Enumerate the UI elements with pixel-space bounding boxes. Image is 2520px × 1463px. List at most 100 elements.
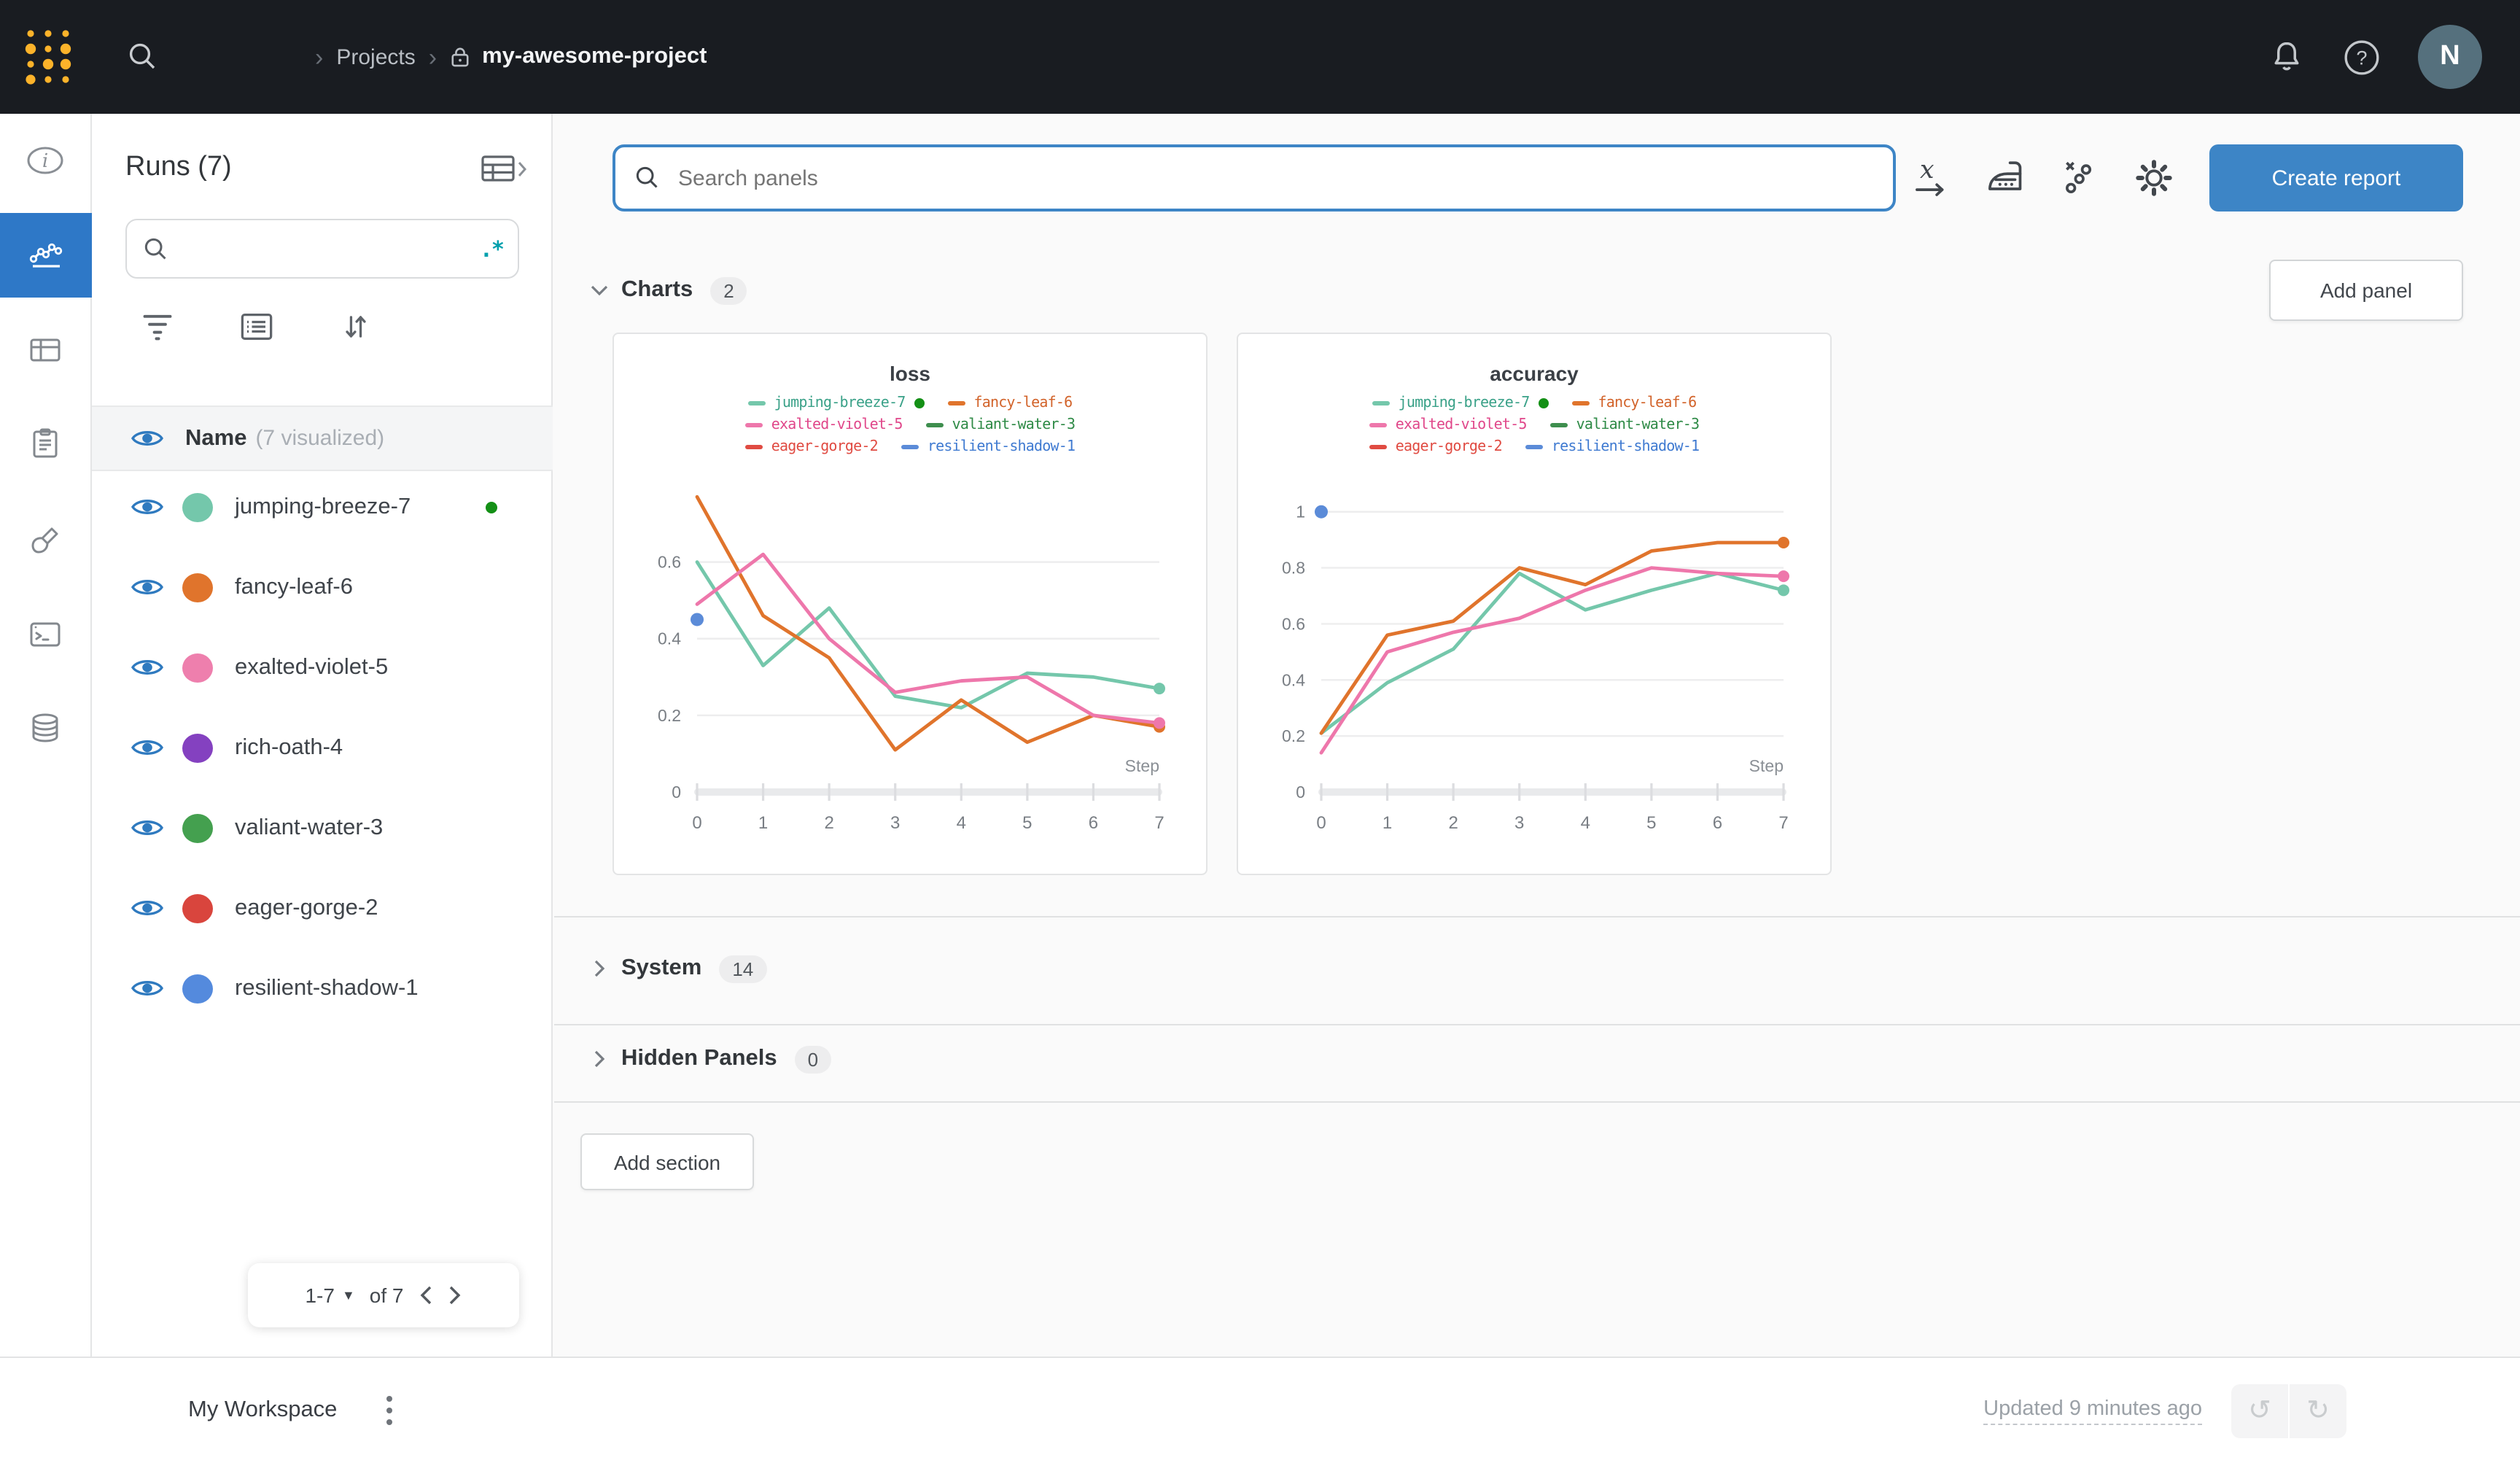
add-panel-button[interactable]: Add panel	[2269, 260, 2463, 321]
page-range[interactable]: 1-7	[305, 1284, 335, 1307]
legend-item-exalted-violet-5[interactable]: exalted-violet-5	[744, 417, 903, 433]
legend-item-eager-gorge-2[interactable]: eager-gorge-2	[744, 439, 879, 455]
x-axis-settings-icon[interactable]: x	[1912, 156, 1956, 200]
search-icon[interactable]	[125, 39, 160, 74]
visibility-eye-icon[interactable]	[131, 656, 163, 678]
smoothing-iron-icon[interactable]	[1985, 156, 2029, 200]
legend-item-fancy-leaf-6[interactable]: fancy-leaf-6	[947, 395, 1073, 411]
visibility-eye-icon[interactable]	[131, 897, 163, 919]
svg-text:0: 0	[1296, 783, 1305, 802]
svg-text:x: x	[1920, 156, 1934, 185]
legend-item-jumping-breeze-7[interactable]: jumping-breeze-7	[1372, 395, 1549, 411]
chevron-down-icon[interactable]	[589, 284, 610, 296]
overview-info-icon[interactable]: i	[0, 144, 90, 176]
panel-search-input[interactable]	[675, 164, 1875, 192]
run-row[interactable]: fancy-leaf-6	[92, 547, 553, 627]
legend-run-name: valiant-water-3	[952, 417, 1076, 433]
run-name[interactable]: valiant-water-3	[235, 815, 384, 839]
visibility-eye-icon[interactable]	[131, 576, 163, 598]
charts-section-header[interactable]: Charts 2	[554, 260, 2520, 321]
run-name[interactable]: resilient-shadow-1	[235, 975, 419, 1000]
undo-icon[interactable]: ↺	[2231, 1384, 2288, 1437]
visibility-eye-icon[interactable]	[131, 817, 163, 839]
visibility-eye-icon[interactable]	[131, 496, 163, 518]
svg-text:6: 6	[1713, 813, 1722, 833]
sweeps-broom-icon[interactable]	[0, 524, 90, 559]
updated-timestamp: Updated 9 minutes ago	[1983, 1397, 2202, 1424]
svg-text:3: 3	[890, 813, 900, 833]
next-page-icon[interactable]	[448, 1285, 462, 1305]
section-label: System	[621, 955, 702, 980]
expand-runs-table-icon[interactable]	[481, 155, 531, 184]
run-row[interactable]: jumping-breeze-7	[92, 467, 553, 547]
run-name[interactable]: rich-oath-4	[235, 734, 343, 759]
hidden-panels-section-header[interactable]: Hidden Panels 0	[554, 1028, 2520, 1090]
system-section-header[interactable]: System 14	[554, 938, 2520, 999]
run-name[interactable]: fancy-leaf-6	[235, 574, 353, 599]
panel-search-box	[612, 144, 1896, 212]
visibility-eye-icon[interactable]	[131, 427, 163, 449]
caret-down-icon[interactable]: ▼	[341, 1288, 355, 1303]
filter-icon[interactable]	[140, 309, 175, 344]
chart-panel-loss[interactable]: loss jumping-breeze-7 fancy-leaf-6 exalted…	[612, 333, 1208, 875]
artifacts-database-icon[interactable]	[0, 710, 90, 745]
sort-icon[interactable]	[338, 309, 373, 344]
legend-swatch	[1369, 444, 1387, 450]
legend-item-valiant-water-3[interactable]: valiant-water-3	[925, 417, 1076, 433]
run-name[interactable]: eager-gorge-2	[235, 895, 378, 920]
accuracy-line-chart[interactable]: 0 0.2 0.4 0.6 0.8 1 0 1 2 3 4 5 6 7 Step	[1238, 464, 1830, 846]
chevron-right-icon: ›	[428, 43, 438, 71]
visibility-eye-icon[interactable]	[131, 977, 163, 999]
settings-gear-icon[interactable]	[2132, 156, 2176, 200]
legend-item-fancy-leaf-6[interactable]: fancy-leaf-6	[1571, 395, 1697, 411]
legend-item-resilient-shadow-1[interactable]: resilient-shadow-1	[1525, 439, 1700, 455]
visibility-eye-icon[interactable]	[131, 737, 163, 758]
run-row[interactable]: rich-oath-4	[92, 707, 553, 788]
legend-item-valiant-water-3[interactable]: valiant-water-3	[1549, 417, 1700, 433]
chevron-right-icon: ›	[315, 43, 324, 71]
breadcrumb-project-name[interactable]: my-awesome-project	[482, 44, 707, 69]
notifications-bell-icon[interactable]	[2268, 38, 2306, 76]
run-row[interactable]: valiant-water-3	[92, 788, 553, 868]
create-report-button[interactable]: Create report	[2209, 144, 2463, 212]
chevron-right-icon[interactable]	[589, 960, 610, 977]
loss-line-chart[interactable]: 0 0.2 0.4 0.6 0 1 2 3 4 5 6 7 Step	[614, 464, 1206, 846]
section-divider	[554, 1101, 2520, 1103]
run-row[interactable]: eager-gorge-2	[92, 868, 553, 948]
chart-panel-accuracy[interactable]: accuracy jumping-breeze-7 fancy-leaf-6 exa…	[1237, 333, 1832, 875]
run-name[interactable]: exalted-violet-5	[235, 654, 389, 679]
runs-search-input[interactable]	[171, 236, 480, 262]
section-label: Charts	[621, 277, 693, 302]
group-list-icon[interactable]	[239, 309, 274, 344]
redo-icon[interactable]: ↻	[2290, 1384, 2346, 1437]
add-section-button[interactable]: Add section	[580, 1133, 754, 1190]
workspace-title[interactable]: My Workspace	[188, 1397, 338, 1422]
logs-clipboard-icon[interactable]	[0, 426, 90, 461]
legend-run-name: eager-gorge-2	[771, 439, 879, 455]
regex-toggle-icon[interactable]: .*	[479, 236, 505, 262]
svg-text:Step: Step	[1749, 756, 1784, 775]
breadcrumb-projects[interactable]: Projects	[336, 44, 416, 69]
avatar[interactable]: N	[2418, 25, 2482, 89]
legend-item-eager-gorge-2[interactable]: eager-gorge-2	[1369, 439, 1503, 455]
running-indicator-dot	[1538, 398, 1549, 408]
run-row[interactable]: exalted-violet-5	[92, 627, 553, 707]
terminal-icon[interactable]	[0, 617, 90, 652]
workspace-charts-tab-active[interactable]	[0, 213, 92, 298]
svg-text:1: 1	[758, 813, 768, 833]
chart-title: loss	[889, 362, 930, 385]
workspace-menu-kebab-icon[interactable]	[376, 1390, 402, 1431]
svg-text:3: 3	[1514, 813, 1524, 833]
legend-item-exalted-violet-5[interactable]: exalted-violet-5	[1369, 417, 1527, 433]
run-row[interactable]: resilient-shadow-1	[92, 948, 553, 1028]
outliers-scatter-icon[interactable]	[2059, 156, 2103, 200]
help-icon[interactable]: ?	[2342, 37, 2381, 77]
table-tab-icon[interactable]	[0, 333, 90, 368]
run-name[interactable]: jumping-breeze-7	[235, 494, 411, 519]
prev-page-icon[interactable]	[419, 1285, 433, 1305]
runs-name-header[interactable]: Name (7 visualized)	[92, 405, 553, 471]
legend-item-resilient-shadow-1[interactable]: resilient-shadow-1	[901, 439, 1076, 455]
legend-item-jumping-breeze-7[interactable]: jumping-breeze-7	[747, 395, 925, 411]
wandb-logo[interactable]	[19, 23, 77, 90]
chevron-right-icon[interactable]	[589, 1050, 610, 1068]
